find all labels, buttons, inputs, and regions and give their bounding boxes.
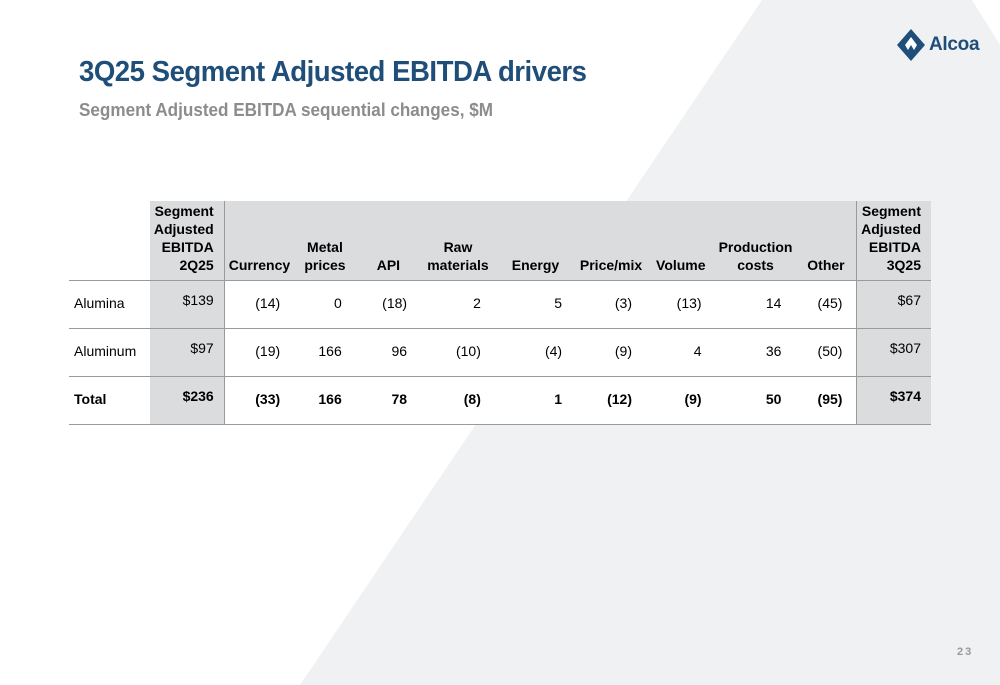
header-production-costs: Production costs [716,201,796,280]
page-title: 3Q25 Segment Adjusted EBITDA drivers [79,56,587,89]
cell-start: $97 [150,328,224,376]
cell-end: $67 [857,280,931,328]
alcoa-diamond-logo-icon [896,28,926,62]
cell-raw: (8) [421,376,495,424]
header-metal-prices: Metal prices [294,201,356,280]
alcoa-logo: Alcoa [896,28,979,62]
cell-api: (18) [356,280,421,328]
header-raw-materials: Raw materials [421,201,495,280]
cell-raw: 2 [421,280,495,328]
cell-metal: 0 [294,280,356,328]
table-row-aluminum: Aluminum $97 (19) 166 96 (10) (4) (9) 4 … [69,328,931,376]
cell-metal: 166 [294,328,356,376]
table-row-alumina: Alumina $139 (14) 0 (18) 2 5 (3) (13) 14… [69,280,931,328]
row-label: Alumina [69,280,150,328]
header-volume: Volume [646,201,716,280]
ebitda-drivers-table: Segment Adjusted EBITDA 2Q25 Currency Metal… [69,201,931,425]
cell-volume: 4 [646,328,716,376]
cell-start: $236 [150,376,224,424]
header-row: Segment Adjusted EBITDA 2Q25 Currency Metal… [69,201,931,280]
cell-currency: (14) [224,280,294,328]
cell-metal: 166 [294,376,356,424]
header-price-mix: Price/mix [576,201,646,280]
cell-end: $307 [857,328,931,376]
brand-name: Alcoa [929,34,979,56]
cell-api: 96 [356,328,421,376]
header-currency: Currency [224,201,294,280]
header-api: API [356,201,421,280]
cell-currency: (33) [224,376,294,424]
header-other: Other [795,201,856,280]
cell-energy: 1 [495,376,576,424]
cell-other: (50) [795,328,856,376]
cell-price-mix: (9) [576,328,646,376]
cell-volume: (13) [646,280,716,328]
header-energy: Energy [495,201,576,280]
cell-production: 50 [716,376,796,424]
cell-volume: (9) [646,376,716,424]
cell-energy: (4) [495,328,576,376]
cell-price-mix: (12) [576,376,646,424]
cell-start: $139 [150,280,224,328]
cell-other: (95) [795,376,856,424]
cell-production: 36 [716,328,796,376]
header-start-ebitda: Segment Adjusted EBITDA 2Q25 [150,201,224,280]
page-number: 23 [957,646,973,658]
cell-end: $374 [857,376,931,424]
row-label: Total [69,376,150,424]
cell-production: 14 [716,280,796,328]
header-blank [69,201,150,280]
header-end-ebitda: Segment Adjusted EBITDA 3Q25 [857,201,931,280]
cell-price-mix: (3) [576,280,646,328]
cell-api: 78 [356,376,421,424]
cell-energy: 5 [495,280,576,328]
table-row-total: Total $236 (33) 166 78 (8) 1 (12) (9) 50… [69,376,931,424]
cell-currency: (19) [224,328,294,376]
row-label: Aluminum [69,328,150,376]
cell-raw: (10) [421,328,495,376]
cell-other: (45) [795,280,856,328]
page-subtitle: Segment Adjusted EBITDA sequential chang… [79,100,493,121]
